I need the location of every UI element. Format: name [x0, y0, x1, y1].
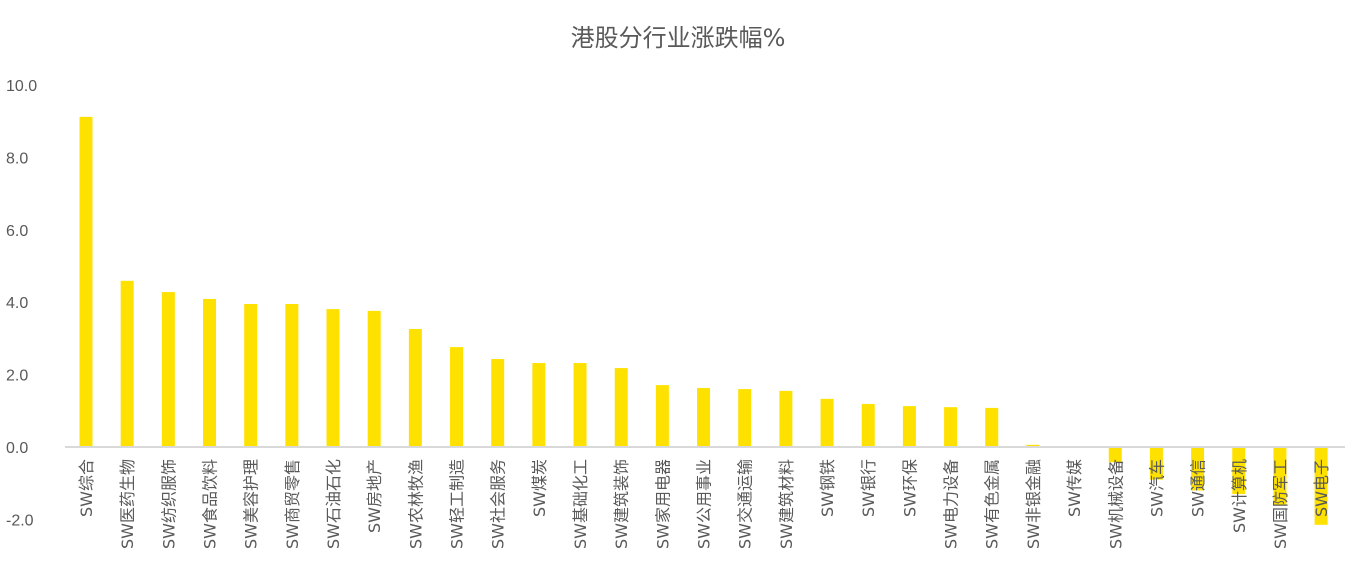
bar — [1273, 447, 1287, 505]
bar — [326, 309, 340, 447]
bar — [1108, 447, 1122, 463]
y-tick-label: 6.0 — [6, 223, 28, 240]
x-tick-label: SW农林牧渔 — [406, 459, 425, 549]
x-tick-label: SW有色金属 — [983, 459, 1002, 549]
y-tick-label: 0.0 — [6, 440, 28, 457]
bar — [861, 403, 875, 447]
x-tick-label: SW轻工制造 — [448, 459, 467, 549]
bar — [1149, 447, 1163, 480]
x-tick-label: SW非银金融 — [1024, 459, 1043, 549]
bar — [1314, 447, 1328, 525]
x-tick-label: SW汽车 — [1147, 459, 1166, 517]
chart-title: 港股分行业涨跌幅% — [571, 24, 786, 52]
x-tick-label: SW纺织服饰 — [159, 459, 178, 549]
x-tick-label: SW基础化工 — [571, 459, 590, 549]
bar — [985, 407, 999, 447]
bar — [367, 310, 381, 447]
y-tick-label: 8.0 — [6, 150, 28, 167]
bar — [120, 280, 134, 447]
x-tick-label: SW家用电器 — [653, 459, 672, 549]
bar — [614, 368, 628, 447]
x-tick-label: SW钢铁 — [818, 459, 837, 517]
y-tick-label: 10.0 — [6, 78, 37, 95]
x-tick-label: SW建筑装饰 — [612, 459, 631, 549]
bar — [532, 363, 546, 447]
x-tick-label: SW电力设备 — [942, 459, 961, 549]
x-tick-label: SW传媒 — [1065, 459, 1084, 517]
x-tick-label: SW食品饮料 — [201, 459, 220, 549]
x-tick-label: SW环保 — [900, 459, 919, 517]
bar — [573, 363, 587, 447]
bar — [285, 304, 299, 447]
bar — [697, 387, 711, 447]
x-tick-label: SW煤炭 — [530, 459, 549, 517]
x-tick-label: SW医药生物 — [118, 459, 137, 549]
bar — [1232, 447, 1246, 495]
bar — [491, 359, 505, 447]
x-tick-label: SW计算机 — [1230, 459, 1249, 533]
y-tick-label: 4.0 — [6, 295, 28, 312]
bar — [450, 347, 464, 447]
x-tick-label: SW通信 — [1189, 459, 1208, 517]
bar — [944, 407, 958, 447]
y-tick-label: -2.0 — [6, 512, 34, 529]
bar — [779, 390, 793, 447]
x-tick-label: SW房地产 — [365, 459, 384, 533]
x-tick-label: SW石油石化 — [324, 459, 343, 549]
bar — [161, 292, 175, 447]
x-tick-label: SW社会服务 — [489, 459, 508, 549]
x-tick-label: SW银行 — [859, 459, 878, 517]
bar — [1191, 447, 1205, 491]
bars — [79, 116, 1328, 525]
x-tick-label: SW公用事业 — [695, 459, 714, 549]
bar — [408, 328, 422, 447]
bar — [738, 389, 752, 447]
y-tick-label: 2.0 — [6, 368, 28, 385]
bar — [79, 116, 93, 447]
x-tick-label: SW电子 — [1312, 459, 1331, 517]
x-tick-label: SW商贸零售 — [283, 459, 302, 549]
x-tick-label: SW建筑材料 — [777, 459, 796, 549]
x-tick-label: SW交通运输 — [736, 459, 755, 549]
bar — [203, 298, 217, 447]
bar — [820, 398, 834, 447]
x-tick-label: SW美容护理 — [242, 459, 261, 549]
bar — [244, 304, 258, 447]
bar — [902, 406, 916, 447]
x-tick-label: SW综合 — [77, 459, 96, 517]
bar — [655, 385, 669, 447]
bar — [1026, 444, 1040, 447]
x-axis: SW综合 SW医药生物 SW纺织服饰 SW食品饮料 SW美容护理 SW商贸零售 SW石油石化… — [77, 459, 1331, 549]
x-tick-label: SW国防军工 — [1271, 459, 1290, 549]
y-axis: 10.0 8.0 6.0 4.0 2.0 0.0 -2.0 — [6, 78, 37, 529]
x-tick-label: SW机械设备 — [1106, 459, 1125, 549]
